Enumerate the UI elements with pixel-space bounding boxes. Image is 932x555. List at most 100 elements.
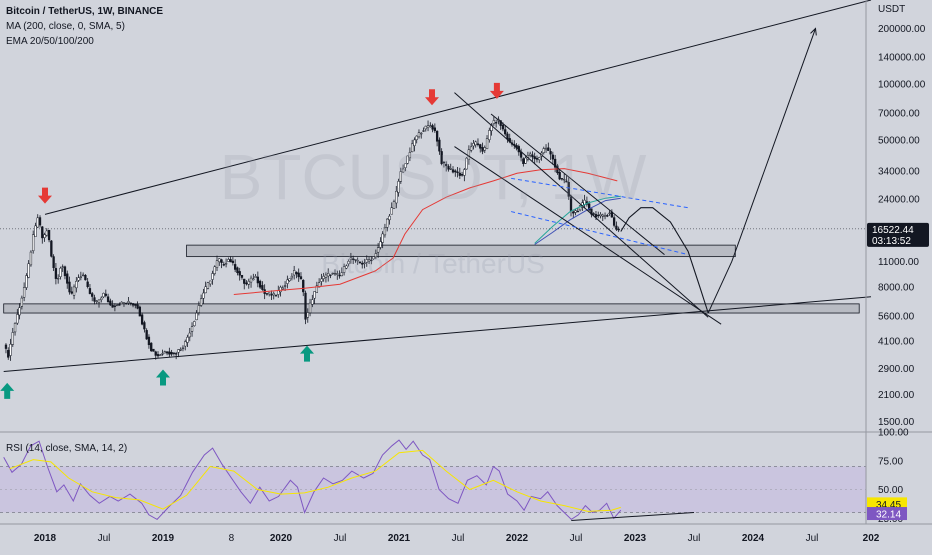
dashed-channel-line[interactable] (510, 211, 689, 256)
candle (122, 301, 126, 307)
candle-body (352, 258, 355, 261)
candle (238, 267, 241, 281)
candle (270, 290, 273, 301)
candle (308, 298, 312, 317)
candle-body (54, 268, 58, 279)
candle (272, 291, 275, 300)
candle-body (274, 295, 278, 297)
candle (504, 124, 507, 136)
indicator-ema-legend[interactable]: EMA 20/50/100/200 (6, 36, 94, 47)
upper-support-zone[interactable] (186, 244, 736, 258)
lower-support-zone[interactable] (3, 303, 860, 314)
rsi-ma-line[interactable] (9, 449, 621, 512)
trendline-descending-resistance-outer[interactable] (454, 92, 709, 318)
trendline-descending-wedge-lower[interactable] (454, 146, 722, 325)
candle-body (81, 274, 85, 277)
candle-body (435, 130, 439, 142)
candle-body (281, 287, 284, 290)
candle-body (383, 227, 387, 236)
candle (156, 351, 160, 359)
time-tick-label: 2019 (152, 533, 175, 544)
last-price-badge[interactable] (867, 222, 929, 247)
candle (197, 301, 201, 316)
candle-body (544, 147, 548, 150)
time-tick-label: 202 (863, 533, 880, 544)
candle (451, 166, 455, 174)
candle-body (311, 299, 314, 305)
candle (193, 320, 196, 327)
candle-body (567, 181, 570, 197)
candle-body (347, 261, 350, 265)
candle-body (538, 157, 541, 161)
candle-body (494, 122, 498, 124)
candle-body (197, 305, 201, 313)
ma200-line[interactable] (233, 168, 618, 295)
candle-body (222, 264, 225, 266)
candle (617, 226, 620, 233)
candle (66, 270, 69, 289)
candle (408, 147, 412, 162)
candle (34, 222, 37, 237)
candle (299, 272, 303, 280)
candle (75, 277, 78, 293)
candle (553, 154, 557, 173)
candle-body (463, 169, 466, 176)
candle-body (47, 229, 51, 241)
trendline-descending-wedge-upper[interactable] (490, 113, 665, 255)
candle-body (229, 259, 232, 263)
candle (401, 164, 405, 173)
candle-body (279, 286, 282, 293)
candle (522, 157, 525, 167)
candle (245, 280, 248, 286)
rsi-title[interactable]: RSI (14, close, SMA, 14, 2) (6, 443, 128, 454)
rsi-line[interactable] (3, 439, 622, 521)
candle (304, 290, 307, 325)
time-tick-label: Jul (570, 533, 583, 544)
rsi-value: 32.14 (876, 510, 901, 521)
candle-body (293, 270, 296, 276)
candle (494, 119, 498, 128)
candle-body (349, 257, 353, 260)
candle-body (111, 304, 114, 308)
candle-body (68, 281, 71, 293)
candle-body (599, 214, 602, 217)
price-tick-label: 4100.00 (878, 336, 915, 347)
symbol-title[interactable]: Bitcoin / TetherUS, 1W, BINANCE (6, 6, 164, 17)
trendline-projection-rise-2[interactable] (731, 28, 817, 262)
dashed-channel-line[interactable] (511, 177, 689, 209)
candle (127, 296, 130, 306)
rsi-trendline[interactable] (571, 512, 695, 522)
candle-body (501, 124, 505, 130)
candle-body (106, 296, 110, 303)
candle (302, 279, 305, 297)
candle (395, 185, 398, 209)
trendline-upper-channel[interactable] (44, 0, 872, 215)
candle (585, 196, 589, 207)
candle-body (261, 285, 264, 290)
candle (150, 342, 153, 352)
candle (374, 249, 378, 260)
ema-green-line[interactable] (534, 195, 621, 244)
ema-blue-line[interactable] (534, 197, 621, 245)
trendline-lower-channel[interactable] (3, 296, 872, 373)
rsi-value-badge[interactable] (867, 507, 907, 521)
candle (572, 210, 575, 219)
candle-body (597, 214, 600, 217)
candle (431, 123, 434, 133)
candle-body (118, 303, 121, 306)
up-arrow-icon (0, 382, 15, 399)
candle (293, 265, 296, 280)
price-axis-currency: USDT (878, 4, 905, 15)
candle (558, 168, 561, 181)
candle (163, 350, 166, 354)
candle-body (63, 266, 67, 277)
projection-curve[interactable] (620, 207, 709, 314)
indicator-ma-legend[interactable]: MA (200, close, 0, SMA, 5) (6, 21, 125, 32)
rsi-ma-value: 34.45 (876, 500, 901, 511)
candle-body (240, 274, 244, 278)
candle (72, 284, 76, 300)
candle-body (195, 312, 198, 321)
trendline-projection-rise-1[interactable] (707, 261, 733, 314)
